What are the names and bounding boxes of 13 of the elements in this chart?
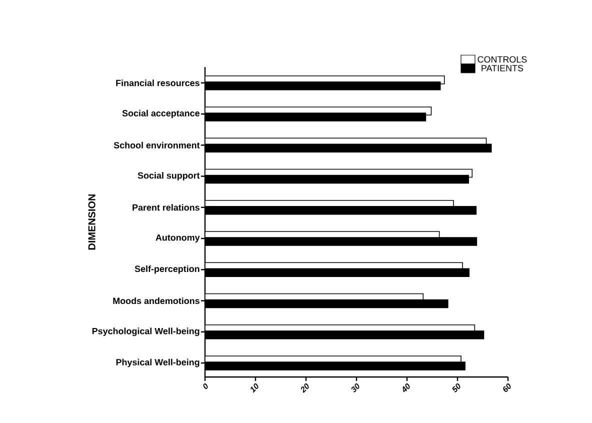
y-tick-label: Psychological Well-being	[92, 328, 200, 336]
legend-label: PATIENTS	[482, 64, 524, 72]
y-tick-label: Autonomy	[156, 234, 200, 243]
y-axis-title: DIMENSION	[88, 194, 96, 250]
y-tick-label: Moods andemotions	[113, 297, 200, 304]
y-tick-label: Financial resources	[116, 80, 200, 86]
y-tick-label: Self-perception	[134, 265, 200, 274]
y-tick-label: Social acceptance	[122, 110, 200, 118]
y-tick-label: School environment	[114, 142, 200, 148]
y-tick-label: Physical Well-being	[116, 358, 200, 368]
y-tick-label: Social support	[138, 172, 200, 180]
legend-label: CONTROLS	[478, 56, 527, 63]
y-tick-label: Parent relations	[132, 204, 200, 211]
